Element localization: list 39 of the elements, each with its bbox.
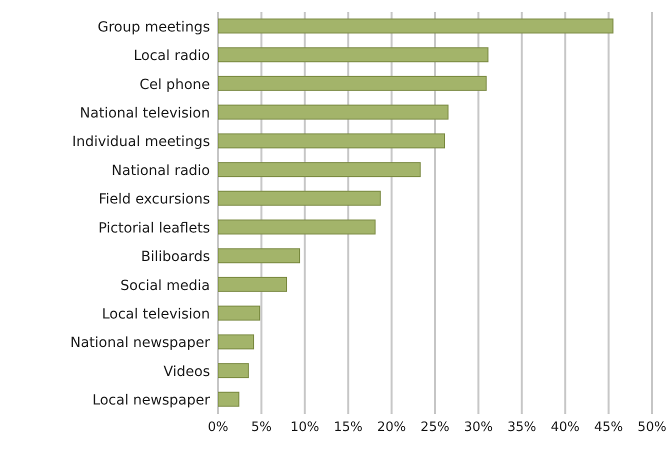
y-tick-label: Local radio	[134, 48, 210, 64]
x-tick-label: 10%	[290, 420, 320, 436]
bar	[218, 162, 421, 178]
x-tick-label: 5%	[251, 420, 272, 436]
y-tick-label: National newspaper	[70, 335, 210, 352]
bar	[218, 47, 488, 62]
y-tick-label: Individual meetings	[72, 134, 210, 150]
y-tick-label: Pictorial leaflets	[98, 220, 210, 236]
bar	[218, 18, 614, 34]
bar	[218, 392, 240, 407]
bar	[218, 276, 288, 292]
x-tick-label: 25%	[420, 420, 450, 436]
bar	[218, 76, 487, 91]
x-tick-label: 35%	[507, 420, 536, 436]
x-tick-label: 45%	[594, 420, 624, 436]
bar	[218, 248, 300, 264]
y-tick-label: National radio	[112, 162, 210, 179]
x-tick-label: 15%	[334, 420, 363, 436]
bar	[218, 133, 446, 148]
bar	[218, 220, 376, 234]
y-tick-label: Videos	[163, 364, 210, 380]
bar	[218, 104, 449, 120]
x-tick-label: 0%	[208, 420, 228, 436]
y-tick-label: Cel phone	[139, 76, 210, 93]
bar	[218, 306, 260, 321]
y-tick-label: Social media	[120, 278, 210, 294]
y-tick-label: Local television	[102, 306, 210, 322]
x-tick-label: 30%	[464, 420, 493, 436]
y-tick-label: National television	[80, 105, 210, 122]
y-tick-label: Biliboards	[141, 249, 210, 266]
x-tick-label: 40%	[550, 420, 580, 436]
bar	[218, 363, 249, 378]
x-tick-label: 50%	[638, 420, 666, 436]
y-tick-label: Field excursions	[98, 192, 210, 208]
y-tick-label: Group meetings	[98, 19, 210, 36]
bar	[218, 190, 381, 206]
bar	[218, 334, 254, 350]
x-tick-label: 20%	[377, 420, 406, 436]
y-tick-label: Local newspaper	[92, 392, 210, 409]
